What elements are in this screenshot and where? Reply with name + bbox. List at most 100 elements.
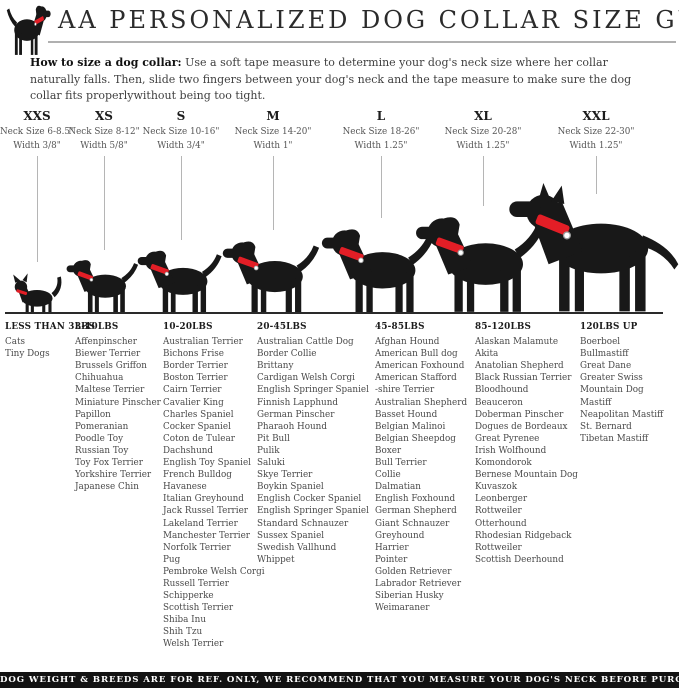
breed-item: Yorkshire Terrier bbox=[75, 470, 152, 481]
breed-item: Black Russian Terrier bbox=[475, 373, 572, 384]
indicator-line-s bbox=[181, 156, 182, 240]
breed-item: Pharaoh Hound bbox=[257, 421, 327, 432]
breed-item: Bloodhound bbox=[475, 385, 529, 396]
breed-item: Basset Hound bbox=[375, 409, 438, 420]
breed-item: Coton de Tulear bbox=[163, 433, 235, 444]
breed-item: English Cocker Spaniel bbox=[257, 494, 362, 505]
breed-item: Akita bbox=[475, 349, 499, 360]
breed-item: Greyhound bbox=[375, 530, 425, 541]
neck-size-text: Neck Size 14-20" bbox=[234, 127, 312, 137]
breed-item: Bichons Frise bbox=[163, 349, 224, 360]
neck-size-text: Neck Size 10-16" bbox=[142, 127, 220, 137]
breed-item: English Springer Spaniel bbox=[257, 385, 369, 396]
breed-item: French Bulldog bbox=[163, 470, 232, 481]
breed-item: Maltese Terrier bbox=[75, 385, 145, 396]
breed-weight-table: LESS THAN 3LBS Cats Tiny Dogs 3-10LBS Aff… bbox=[0, 321, 679, 661]
size-column: M Neck Size 14-20" Width 1" bbox=[227, 109, 319, 153]
neck-size-text: Neck Size 22-30" bbox=[557, 127, 635, 137]
breed-item: -shire Terrier bbox=[375, 385, 435, 396]
size-label: L bbox=[376, 109, 386, 123]
breed-item: Toy Fox Terrier bbox=[75, 458, 143, 469]
neck-size-text: Neck Size 18-26" bbox=[342, 127, 420, 137]
terrier-silhouette bbox=[137, 246, 225, 314]
breed-item: Kuvaszok bbox=[475, 482, 518, 493]
breed-item: Cocker Spaniel bbox=[163, 421, 231, 432]
breed-item: Jack Russel Terrier bbox=[163, 506, 248, 517]
breed-item: Beauceron bbox=[475, 397, 523, 408]
weight-range-label: 85-120LBS bbox=[475, 322, 532, 332]
chihuahua-silhouette bbox=[66, 256, 141, 314]
weight-range-label: LESS THAN 3LBS bbox=[5, 322, 96, 332]
breed-item: Greater Swiss bbox=[580, 373, 643, 384]
breed-item: Havanese bbox=[163, 482, 207, 493]
size-label: XL bbox=[474, 109, 492, 123]
breed-item: Harrier bbox=[375, 542, 409, 553]
size-header-row: XXS Neck Size 6-8.5" Width 3/8" XS Neck … bbox=[0, 109, 679, 157]
collar-width-text: Width 1.25" bbox=[456, 140, 510, 151]
size-label: XS bbox=[95, 109, 113, 123]
breed-item: Cavalier King bbox=[163, 397, 224, 408]
breed-item: Brussels Griffon bbox=[75, 361, 147, 372]
breed-column: 120LBS UP Boerboel Bullmastiff Great Dane G… bbox=[580, 321, 677, 445]
breed-item: Border Terrier bbox=[163, 361, 228, 372]
breed-item: Dachshund bbox=[163, 445, 214, 456]
breed-list: Cats Tiny Dogs bbox=[5, 336, 71, 360]
breed-item: Weimaraner bbox=[375, 603, 430, 614]
breed-item: Japanese Chin bbox=[75, 482, 139, 493]
breed-item: Manchester Terrier bbox=[163, 530, 250, 541]
breed-item: Irish Wolfhound bbox=[475, 445, 547, 456]
breed-list: Australian Terrier Bichons Frise Border Te… bbox=[163, 336, 265, 650]
breed-item: Giant Schnauzer bbox=[375, 518, 450, 529]
breed-item: Dalmatian bbox=[375, 482, 421, 493]
breed-item: Tiny Dogs bbox=[5, 349, 50, 360]
breed-item: Shih Tzu bbox=[163, 627, 203, 638]
breed-item: Cats bbox=[5, 337, 26, 348]
breed-item: Russian Toy bbox=[75, 445, 129, 456]
breed-item: Swedish Vallhund bbox=[257, 542, 337, 553]
breed-item: German Pinscher bbox=[257, 409, 335, 420]
breed-item: Saluki bbox=[257, 458, 285, 469]
breed-item: Charles Spaniel bbox=[163, 409, 234, 420]
indicator-line-xl bbox=[483, 156, 484, 206]
collar-width-text: Width 3/4" bbox=[157, 140, 205, 151]
breed-item: American Foxhound bbox=[375, 361, 465, 372]
title-divider bbox=[48, 41, 676, 43]
indicator-line-xs bbox=[104, 156, 105, 250]
breed-item: Mastiff bbox=[580, 397, 612, 408]
neck-size-text: Neck Size 20-28" bbox=[444, 127, 522, 137]
breed-column: 3-10LBS Affenpinscher Biewer Terrier Bruss… bbox=[75, 321, 161, 493]
breed-item: Bernese Mountain Dog bbox=[475, 470, 578, 481]
breed-column: 45-85LBS Afghan Hound American Bull dog Am… bbox=[375, 321, 473, 614]
breed-item: American Bull dog bbox=[375, 349, 458, 360]
breed-item: Italian Greyhound bbox=[163, 494, 244, 505]
breed-item: Belgian Sheepdog bbox=[375, 433, 456, 444]
breed-item: Afghan Hound bbox=[375, 337, 440, 348]
breed-item: Bullmastiff bbox=[580, 349, 629, 360]
footer-disclaimer-bar: DOG WEIGHT & BREEDS ARE FOR REF. ONLY, W… bbox=[0, 672, 679, 688]
size-column: S Neck Size 10-16" Width 3/4" bbox=[135, 109, 227, 153]
size-label: XXS bbox=[23, 109, 51, 123]
breed-item: Lakeland Terrier bbox=[163, 518, 238, 529]
breed-item: Golden Retriever bbox=[375, 566, 452, 577]
breed-item: Border Collie bbox=[257, 349, 317, 360]
collar-width-text: Width 5/8" bbox=[80, 140, 128, 151]
breed-item: Russell Terrier bbox=[163, 578, 229, 589]
breed-item: Bull Terrier bbox=[375, 458, 427, 469]
breed-list: Affenpinscher Biewer Terrier Brussels Grif… bbox=[75, 336, 161, 493]
size-column: XS Neck Size 8-12" Width 5/8" bbox=[58, 109, 150, 153]
breed-item: Anatolian Shepherd bbox=[475, 361, 564, 372]
collar-width-text: Width 1.25" bbox=[354, 140, 408, 151]
breed-item: Boxer bbox=[375, 445, 402, 456]
breed-column: 20-45LBS Australian Cattle Dog Border Col… bbox=[257, 321, 371, 566]
breed-item: Pit Bull bbox=[257, 433, 290, 444]
breed-list: Boerboel Bullmastiff Great Dane Greater Swi… bbox=[580, 336, 677, 445]
breed-item: Doberman Pinscher bbox=[475, 409, 564, 420]
great-dane-silhouette bbox=[504, 183, 679, 314]
breed-item: Schipperke bbox=[163, 591, 214, 602]
breed-item: Biewer Terrier bbox=[75, 349, 141, 360]
breed-item: Pomeranian bbox=[75, 421, 129, 432]
breed-item: Finnish Lapphund bbox=[257, 397, 339, 408]
breed-item: Belgian Malinoi bbox=[375, 421, 446, 432]
size-label: M bbox=[266, 109, 280, 123]
